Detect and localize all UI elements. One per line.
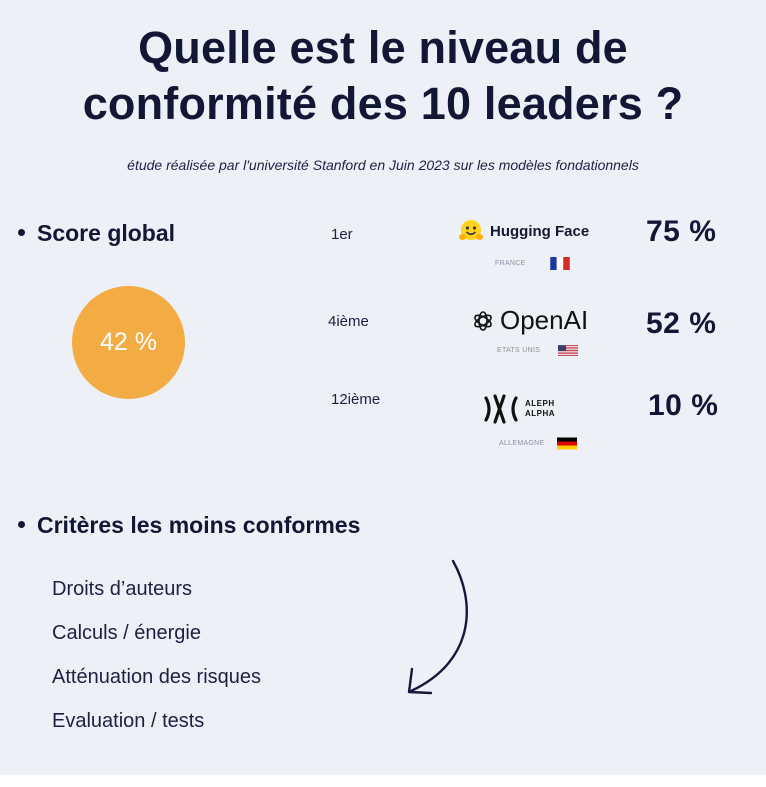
bullet-dot-icon <box>18 521 25 529</box>
score-global-label: Score global <box>37 220 176 246</box>
germany-flag-icon <box>557 437 577 450</box>
country-usa: ETATS UNIS <box>497 347 541 354</box>
criteria-heading-label: Critères les moins conformes <box>37 512 361 538</box>
openai-name: OpenAI <box>500 305 589 335</box>
curved-arrow-icon <box>407 559 468 695</box>
score-openai: 52 % <box>646 307 717 340</box>
global-score-value: 42 % <box>100 328 157 356</box>
aleph-alpha-name-line-1: ALEPH <box>525 399 555 408</box>
openai-logo: OpenAI <box>472 305 588 336</box>
criteria-item-1: Droits d’auteurs <box>52 578 193 600</box>
score-aleph-alpha: 10 % <box>648 389 719 422</box>
rank-aleph-alpha: 12ième <box>331 391 381 408</box>
title-line-1: Quelle est le niveau de <box>138 22 628 73</box>
score-global-heading: Score global <box>18 220 175 247</box>
hugging-face-emoji-icon <box>459 220 483 240</box>
aleph-alpha-name: ALEPH ALPHA <box>525 399 555 419</box>
page-subtitle: étude réalisée par l'université Stanford… <box>127 157 639 173</box>
aleph-alpha-mark-icon <box>484 394 518 424</box>
aleph-alpha-logo: ALEPH ALPHA <box>483 392 555 426</box>
criteria-item-4: Evaluation / tests <box>52 710 205 732</box>
criteria-heading: Critères les moins conformes <box>18 512 360 539</box>
bullet-dot-icon <box>18 229 25 237</box>
rank-openai: 4ième <box>328 313 369 330</box>
title-line-2: conformité des 10 leaders ? <box>82 78 684 129</box>
usa-flag-icon <box>558 345 578 356</box>
criteria-item-2: Calculs / énergie <box>52 622 201 644</box>
hugging-face-logo: Hugging Face <box>458 218 589 244</box>
france-flag-icon <box>550 257 570 270</box>
criteria-item-3: Atténuation des risques <box>52 666 262 688</box>
rank-hugging-face: 1er <box>331 226 353 243</box>
country-france: FRANCE <box>495 260 526 267</box>
bottom-strip <box>0 775 766 787</box>
global-score-circle: 42 % <box>72 286 185 399</box>
openai-knot-icon <box>474 310 492 331</box>
score-hugging-face: 75 % <box>646 215 717 248</box>
country-germany: ALLEMAGNE <box>499 440 545 447</box>
page-title: Quelle est le niveau de conformité des 1… <box>0 20 766 132</box>
aleph-alpha-name-line-2: ALPHA <box>525 409 556 418</box>
hugging-face-name: Hugging Face <box>490 222 590 240</box>
